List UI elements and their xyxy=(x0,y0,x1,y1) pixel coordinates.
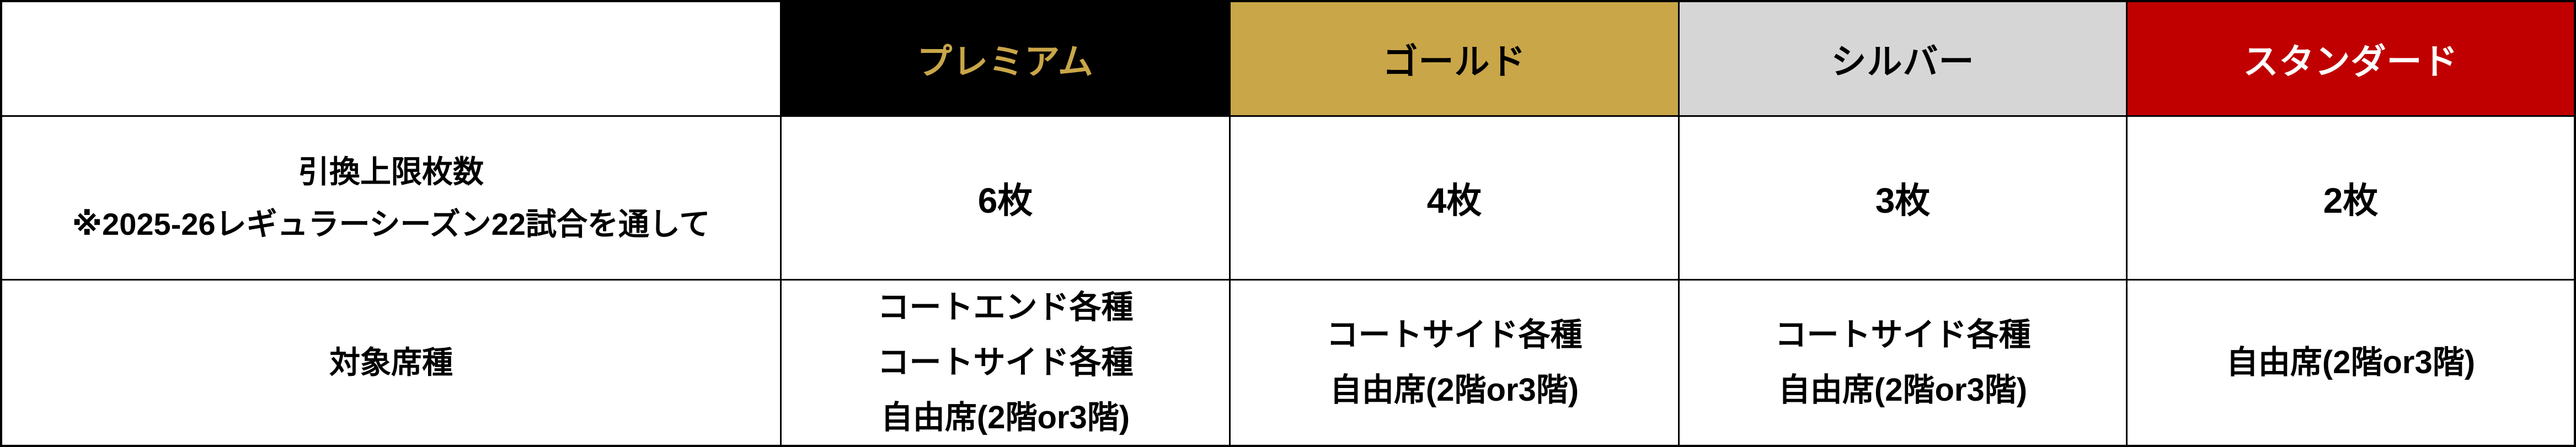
seat-types-standard: 自由席(2階or3階) xyxy=(2128,281,2574,445)
exchange-limit-gold: 4枚 xyxy=(1231,117,1678,279)
seat-types-gold: コートサイド各種 自由席(2階or3階) xyxy=(1231,281,1678,445)
exchange-limit-row-label: 引換上限枚数 ※2025-26レギュラーシーズン22試合を通して xyxy=(2,117,780,279)
exchange-limit-note: ※2025-26レギュラーシーズン22試合を通して xyxy=(72,207,710,241)
tier-header-gold: ゴールド xyxy=(1231,2,1678,115)
seat-types-premium: コートエンド各種 コートサイド各種 自由席(2階or3階) xyxy=(782,281,1229,445)
seat-types-row-label: 対象席種 xyxy=(2,281,780,445)
corner-cell xyxy=(2,2,780,115)
exchange-limit-silver: 3枚 xyxy=(1680,117,2126,279)
exchange-limit-title: 引換上限枚数 xyxy=(298,154,484,189)
tier-header-premium: プレミアム xyxy=(782,2,1229,115)
seat-types-silver: コートサイド各種 自由席(2階or3階) xyxy=(1680,281,2126,445)
tier-header-silver: シルバー xyxy=(1680,2,2126,115)
exchange-limit-standard: 2枚 xyxy=(2128,117,2574,279)
tier-header-standard: スタンダード xyxy=(2128,2,2574,115)
exchange-limit-premium: 6枚 xyxy=(782,117,1229,279)
